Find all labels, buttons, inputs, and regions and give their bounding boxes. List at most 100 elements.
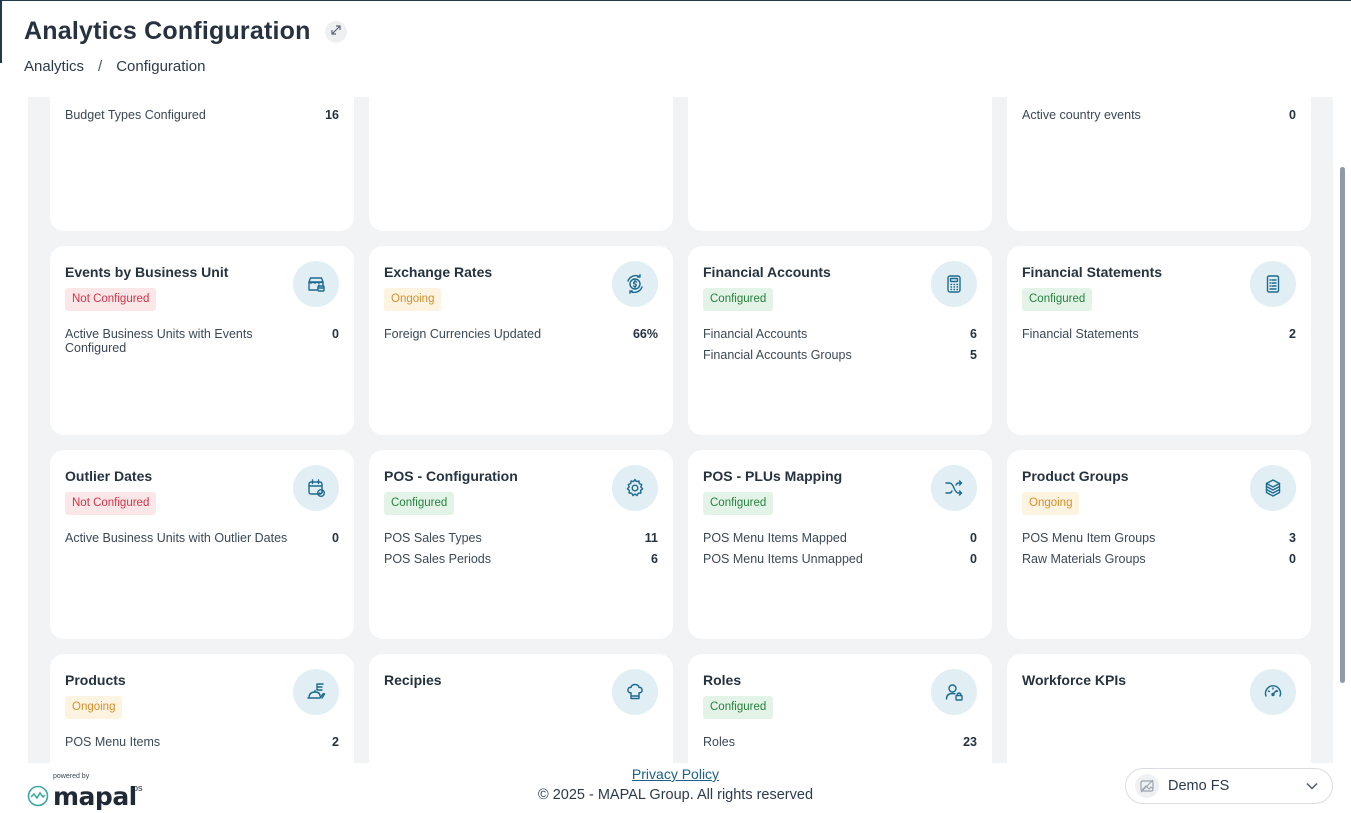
card-stats: Financial Accounts 6 Financial Accounts Gr… <box>703 327 977 362</box>
card-title: Roles <box>703 672 742 688</box>
stat-label: Budget Types Configured <box>65 108 206 122</box>
page-title: Analytics Configuration <box>24 17 311 45</box>
card-stats: POS Menu Items 2 <box>65 735 339 749</box>
config-card-pos-configuration[interactable]: POS - Configuration Configured POS Sales T… <box>369 450 673 639</box>
stat-label: Financial Statements <box>1022 326 1139 341</box>
config-card-workforce-kpis[interactable]: Workforce KPIs <box>1007 654 1311 763</box>
status-badge: Configured <box>384 492 455 515</box>
config-card-partial-0[interactable]: Budget Types Configured 16 <box>50 97 354 231</box>
stat-row: Foreign Currencies Updated 66% <box>384 327 658 341</box>
brand-name: mapal <box>53 782 137 811</box>
config-card-financial-accounts[interactable]: Financial Accounts Configured Financial Ac… <box>688 246 992 435</box>
site-image-icon <box>1135 774 1159 798</box>
stat-value: 6 <box>651 551 658 566</box>
stat-label: POS Menu Items <box>65 734 161 749</box>
user-lock-icon <box>931 669 977 715</box>
food-tray-icon <box>293 669 339 715</box>
stat-row: Financial Accounts Groups 5 <box>703 348 977 362</box>
card-title: Outlier Dates <box>65 468 153 484</box>
config-card-partial-2[interactable] <box>688 97 992 231</box>
card-title: Products <box>65 672 126 688</box>
stat-value: 0 <box>1289 108 1296 122</box>
store-calendar-icon <box>293 261 339 307</box>
site-selector-value: Demo FS <box>1168 778 1230 794</box>
stat-label: Active Business Units with Outlier Dates <box>65 530 288 545</box>
card-stats: Financial Statements 2 <box>1022 327 1296 341</box>
stat-value: 5 <box>970 347 977 362</box>
vertical-scrollbar[interactable] <box>1340 167 1345 683</box>
config-card-pos-plus-mapping[interactable]: POS - PLUs Mapping Configured POS Menu Ite… <box>688 450 992 639</box>
status-badge: Configured <box>703 288 774 311</box>
stat-value: 0 <box>970 551 977 566</box>
card-title: POS - Configuration <box>384 468 518 484</box>
stat-row: POS Menu Items Unmapped 0 <box>703 552 977 566</box>
config-card-exchange-rates[interactable]: Exchange Rates Ongoing Foreign Currencies … <box>369 246 673 435</box>
card-stats: Active Business Units with Events Config… <box>65 327 339 355</box>
card-stats: Budget Types Configured 16 <box>65 108 339 122</box>
site-selector-dropdown[interactable]: Demo FS <box>1125 768 1333 804</box>
mapal-wave-icon <box>27 785 49 812</box>
status-badge: Ongoing <box>1022 492 1080 515</box>
stat-row: Active Business Units with Outlier Dates… <box>65 531 339 545</box>
stat-label: Active country events <box>1022 108 1141 122</box>
copyright-text: © 2025 - MAPAL Group. All rights reserve… <box>537 787 814 803</box>
cards-scroll-area[interactable]: Budget Types Configured 16 Active country … <box>28 97 1333 763</box>
config-card-partial-1[interactable] <box>369 97 673 231</box>
speedometer-icon <box>1250 669 1296 715</box>
stat-label: POS Menu Items Mapped <box>703 530 847 545</box>
stat-row: Financial Statements 2 <box>1022 327 1296 341</box>
stat-value: 2 <box>332 734 339 749</box>
status-badge: Configured <box>703 696 774 719</box>
status-badge: Ongoing <box>65 696 123 719</box>
breadcrumb-separator: / <box>98 58 103 75</box>
stat-value: 0 <box>332 530 339 545</box>
card-title: Events by Business Unit <box>65 264 229 280</box>
stat-value: 66% <box>632 326 658 341</box>
stat-value: 6 <box>970 326 977 341</box>
config-card-roles[interactable]: Roles Configured Roles 23 <box>688 654 992 763</box>
card-stats: Active country events 0 <box>1022 108 1296 122</box>
chevron-down-icon <box>1306 777 1318 795</box>
gear-icon <box>612 465 658 511</box>
stat-label: Raw Materials Groups <box>1022 551 1146 566</box>
stat-label: POS Sales Types <box>384 530 482 545</box>
left-accent-bar <box>0 1 2 63</box>
status-badge: Not Configured <box>65 288 157 311</box>
privacy-policy-link[interactable]: Privacy Policy <box>631 766 720 782</box>
config-card-outlier-dates[interactable]: Outlier Dates Not Configured Active Busine… <box>50 450 354 639</box>
config-card-financial-statements[interactable]: Financial Statements Configured Financial … <box>1007 246 1311 435</box>
config-card-product-groups[interactable]: Product Groups Ongoing POS Menu Item Group… <box>1007 450 1311 639</box>
calculator-icon <box>931 261 977 307</box>
breadcrumb-configuration: Configuration <box>116 58 206 75</box>
status-badge: Configured <box>1022 288 1093 311</box>
status-badge: Not Configured <box>65 492 157 515</box>
currency-exchange-icon <box>612 261 658 307</box>
breadcrumb: Analytics / Configuration <box>24 58 1327 75</box>
title-row: Analytics Configuration <box>24 17 1327 46</box>
stat-row: Raw Materials Groups 0 <box>1022 552 1296 566</box>
stat-value: 23 <box>963 734 977 749</box>
brand-suffix: os <box>133 783 143 793</box>
card-title: Recipies <box>384 672 442 688</box>
stat-value: 2 <box>1289 326 1296 341</box>
card-title: Exchange Rates <box>384 264 493 280</box>
stat-label: POS Menu Items Unmapped <box>703 551 863 566</box>
card-stats: Roles 23 <box>703 735 977 749</box>
statement-document-icon <box>1250 261 1296 307</box>
stat-row: Roles 23 <box>703 735 977 749</box>
card-stats: Foreign Currencies Updated 66% <box>384 327 658 341</box>
config-card-partial-3[interactable]: Active country events 0 <box>1007 97 1311 231</box>
card-stats: POS Sales Types 11 POS Sales Periods 6 <box>384 531 658 566</box>
config-card-products[interactable]: Products Ongoing POS Menu Items 2 <box>50 654 354 763</box>
stat-value: 0 <box>970 530 977 545</box>
config-card-recipies[interactable]: Recipies <box>369 654 673 763</box>
stat-row: POS Sales Periods 6 <box>384 552 658 566</box>
expand-button[interactable] <box>324 20 347 43</box>
powered-by-label: powered by <box>53 773 90 780</box>
breadcrumb-analytics[interactable]: Analytics <box>24 58 85 75</box>
card-title: Workforce KPIs <box>1022 672 1126 688</box>
footer-legal: Privacy Policy © 2025 - MAPAL Group. All… <box>0 766 1351 803</box>
config-card-events-by-business-unit[interactable]: Events by Business Unit Not Configured Act… <box>50 246 354 435</box>
stat-row: Budget Types Configured 16 <box>65 108 339 122</box>
card-stats: POS Menu Item Groups 3 Raw Materials Group… <box>1022 531 1296 566</box>
